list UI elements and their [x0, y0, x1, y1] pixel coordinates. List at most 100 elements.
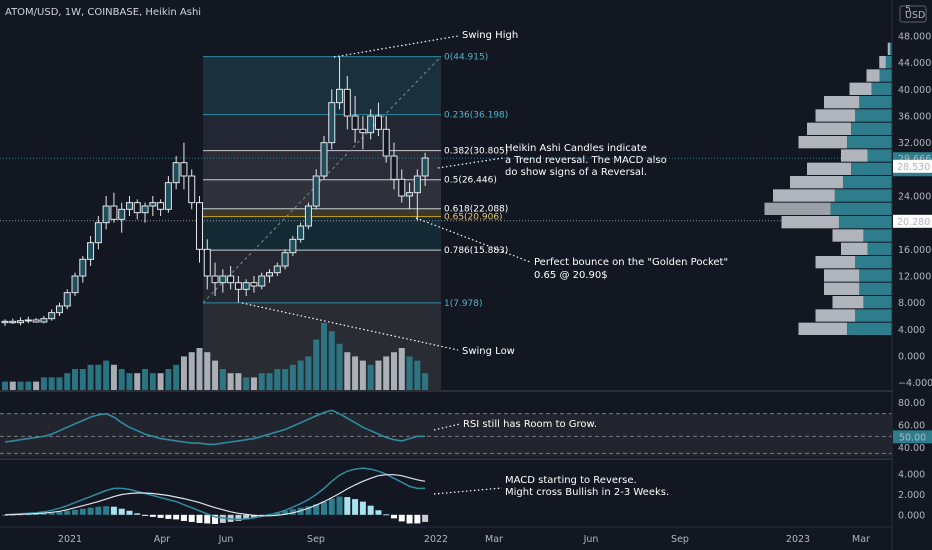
- volume-bar: [173, 364, 180, 390]
- fib-zone: [203, 250, 441, 303]
- currency-menu[interactable]: 5: [905, 4, 911, 15]
- candle-bull: [258, 275, 266, 287]
- candle-bear: [343, 88, 351, 117]
- candle-bear: [110, 205, 118, 220]
- candle-bear: [390, 155, 398, 180]
- volume-bar: [414, 360, 421, 390]
- rsi-tick-label: 60.00: [898, 421, 925, 432]
- volume-bar: [391, 352, 397, 390]
- volume-bar: [40, 377, 47, 390]
- volume-profile-up: [879, 69, 892, 82]
- price-tick-label: 4.000: [898, 325, 925, 336]
- volume-bar: [336, 343, 343, 390]
- macd-histogram-bar: [72, 509, 79, 515]
- volume-bar: [157, 373, 164, 390]
- candle-bull: [48, 312, 56, 320]
- volume-bar: [56, 377, 63, 390]
- golden-note-line-2: 0.65 @ 20.90$: [534, 270, 608, 281]
- golden-note-line-1: Perfect bounce on the "Golden Pocket": [534, 257, 728, 268]
- macd-histogram-bar: [134, 513, 141, 515]
- macd-histogram-bar: [235, 514, 242, 521]
- candle-bull: [281, 252, 289, 267]
- candle-bear: [374, 115, 382, 130]
- candle-bear: [196, 202, 203, 250]
- candle-bear: [211, 275, 219, 284]
- volume-profile-up: [834, 189, 892, 202]
- heikin-ashi-candles[interactable]: [1, 56, 429, 326]
- macd-histogram-bar: [320, 501, 327, 515]
- candle-bear: [351, 115, 359, 130]
- macd-histogram-bar: [165, 514, 172, 519]
- volume-profile-down: [887, 42, 890, 55]
- candle-bull: [304, 205, 312, 227]
- fib-zone: [203, 216, 441, 251]
- volume-profile-down: [815, 256, 856, 269]
- volume-bar: [352, 356, 359, 390]
- macd-histogram-bar: [149, 514, 156, 517]
- fib-label-0786: 0.786(15.883): [444, 246, 508, 256]
- chart-title: ATOM/USD, 1W, COINBASE, Heikin Ashi: [5, 7, 201, 18]
- currency-button[interactable]: [899, 5, 927, 23]
- time-tick-label: Sep: [671, 534, 689, 545]
- volume-bar: [149, 373, 156, 390]
- volume-profile-down: [815, 309, 856, 322]
- fib-label-1: 1(7.978): [444, 299, 483, 309]
- volume-profile-up: [847, 136, 892, 149]
- macd-histogram-bar: [173, 514, 180, 520]
- candle-bull: [297, 225, 305, 240]
- volume-bar: [282, 369, 289, 390]
- volume-bar: [274, 369, 281, 390]
- volume-bar: [297, 360, 304, 390]
- macd-histogram-bar: [344, 497, 351, 515]
- volume-profile-down: [832, 296, 864, 309]
- volume-profile-down: [807, 162, 852, 175]
- macd-histogram-bar: [40, 513, 47, 515]
- volume-profile-up: [847, 322, 892, 335]
- macd-histogram-bar: [375, 510, 382, 515]
- volume-bar: [95, 364, 102, 390]
- fib-label-0: 0(44.915): [444, 53, 488, 63]
- price-tick-label: 32.000: [898, 138, 931, 149]
- macd-histogram-bar: [56, 511, 63, 515]
- candle-bull: [17, 320, 25, 324]
- volume-bar: [110, 364, 117, 390]
- volume-profile: [764, 42, 892, 335]
- time-tick-label: Mar: [852, 534, 870, 545]
- volume-bar: [204, 352, 211, 390]
- volume-profile-up: [838, 216, 892, 229]
- volume-bar: [367, 364, 374, 390]
- macd-histogram-bar: [142, 514, 149, 516]
- price-badge-low: [893, 214, 932, 228]
- fib-zone: [203, 208, 441, 217]
- currency-label[interactable]: USD: [905, 10, 925, 21]
- candle-bull: [79, 258, 87, 277]
- volume-profile-up: [843, 176, 892, 189]
- candle-bull: [406, 192, 414, 197]
- fib-label-05: 0.5(26.446): [444, 176, 497, 186]
- volume-bar: [258, 373, 265, 390]
- volume-profile-down: [815, 109, 856, 122]
- swing-low-label: Swing Low: [462, 346, 515, 357]
- macd-histogram-bar: [33, 514, 40, 516]
- candle-bull: [94, 222, 102, 244]
- macd-histogram-bar: [336, 496, 343, 515]
- time-tick-label: Sep: [307, 534, 325, 545]
- volume-profile-up: [885, 56, 892, 69]
- macd-pane[interactable]: [2, 467, 429, 524]
- volume-profile-down: [824, 96, 860, 109]
- volume-bar: [344, 352, 351, 390]
- macd-histogram-bar: [359, 501, 366, 515]
- candle-bull: [242, 282, 250, 290]
- macd-histogram-bar: [64, 510, 71, 515]
- rsi-pane[interactable]: [0, 409, 892, 459]
- candle-bull: [413, 175, 421, 194]
- candle-bear: [180, 162, 188, 177]
- rsi-value: 50.00: [899, 432, 926, 443]
- volume-profile-down: [849, 82, 872, 95]
- volume-bar: [320, 322, 327, 390]
- time-tick-label: Jun: [218, 534, 234, 545]
- candle-bear: [398, 178, 406, 197]
- time-tick-label: Mar: [485, 534, 503, 545]
- time-axis[interactable]: 2021 Apr Jun Sep 2022 Mar Jun Sep 2023 Mar: [58, 534, 870, 545]
